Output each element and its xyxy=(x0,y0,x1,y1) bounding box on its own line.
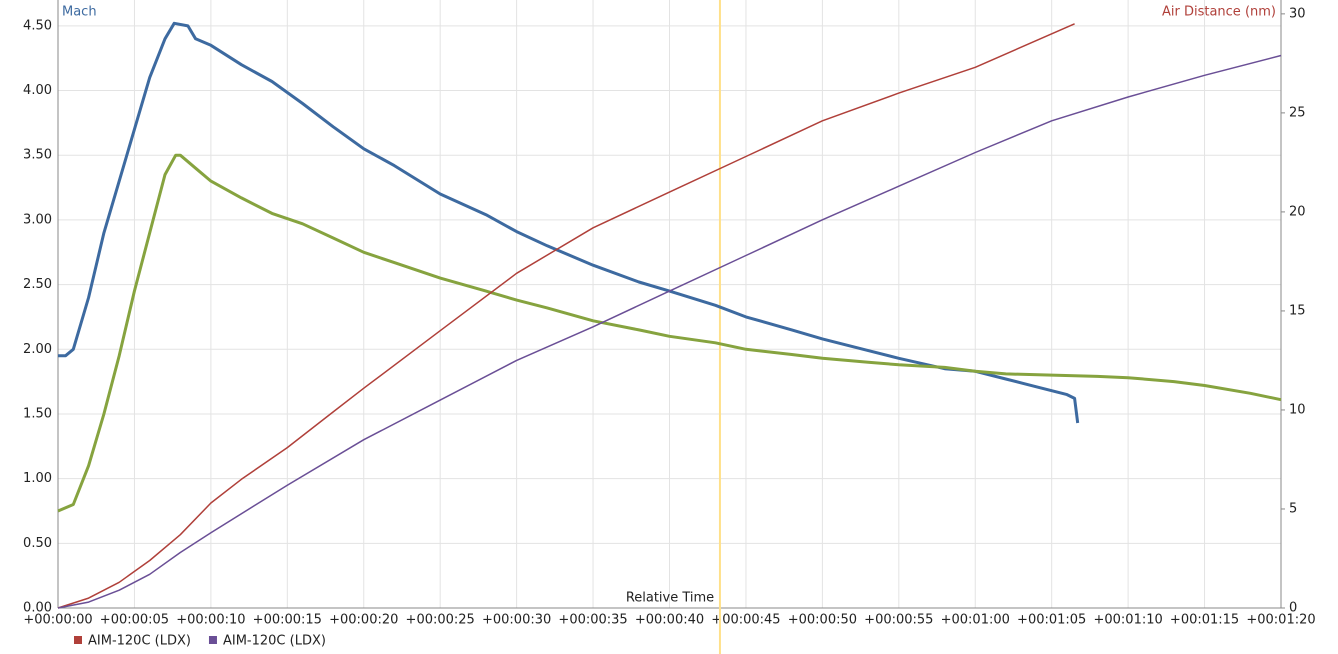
x-tick-label: +00:00:30 xyxy=(482,613,551,628)
y-tick-label: 0.00 xyxy=(23,601,52,616)
y-tick-label: 4.00 xyxy=(23,83,52,98)
y-axis-title: Mach xyxy=(62,5,97,20)
plot: 0.00 0.50 1.00 1.50 2.00 2.50 3.00 3.50 4.00 4.50… xyxy=(23,0,1316,654)
series-line xyxy=(57,153,1282,513)
x-tick-label: +00:00:10 xyxy=(176,613,245,628)
x-tick-label: +00:00:35 xyxy=(558,613,627,628)
legend-swatch xyxy=(74,636,82,644)
y-tick-label: 3.00 xyxy=(23,212,52,227)
x-tick-label: +00:00:45 xyxy=(711,613,780,628)
x-tick-label: +00:01:00 xyxy=(941,613,1010,628)
y2-tick-label: 10 xyxy=(1289,402,1306,417)
x-tick-label: +00:01:10 xyxy=(1093,613,1162,628)
y-tick-label: 1.50 xyxy=(23,406,52,421)
y2-tick-label: 25 xyxy=(1289,105,1306,120)
y-tick-label: 2.00 xyxy=(23,342,52,357)
legend-swatch xyxy=(208,636,217,644)
y-tick-label: 0.50 xyxy=(23,536,52,551)
x-tick-label: +00:00:20 xyxy=(329,613,398,628)
x-axis-title: Relative Time xyxy=(626,591,714,606)
x-tick-label: +00:00:40 xyxy=(635,613,704,628)
y2-tick-label: 0 xyxy=(1289,601,1297,616)
x-tick-label: +00:00:55 xyxy=(864,613,933,628)
y2-axis-title: Air Distance (nm) xyxy=(1162,5,1276,20)
y-tick-label: 3.50 xyxy=(23,148,52,163)
series-line xyxy=(57,54,1282,609)
x-tick-label: +00:01:05 xyxy=(1017,613,1086,628)
x-tick-label: +00:00:15 xyxy=(253,613,322,628)
legend-label: AIM-120C (LDX) xyxy=(88,634,191,649)
x-tick-label: +00:00:50 xyxy=(788,613,857,628)
x-tick-label: +00:00:25 xyxy=(406,613,475,628)
y2-tick-label: 20 xyxy=(1289,204,1306,219)
legend-label: AIM-120C (LDX) xyxy=(223,634,326,649)
series-line xyxy=(57,23,1075,609)
y-tick-label: 1.00 xyxy=(23,471,52,486)
x-tick-label: +00:01:15 xyxy=(1170,613,1239,628)
y-tick-label: 4.50 xyxy=(23,18,52,33)
x-tick-label: +00:01:20 xyxy=(1246,613,1315,628)
y2-tick-label: 5 xyxy=(1289,501,1297,516)
y2-tick-label: 15 xyxy=(1289,303,1306,318)
y-tick-label: 2.50 xyxy=(23,277,52,292)
x-tick-label: +00:00:05 xyxy=(100,613,169,628)
x-tick-label: +00:00:00 xyxy=(23,613,92,628)
y2-tick-label: 30 xyxy=(1289,6,1306,21)
